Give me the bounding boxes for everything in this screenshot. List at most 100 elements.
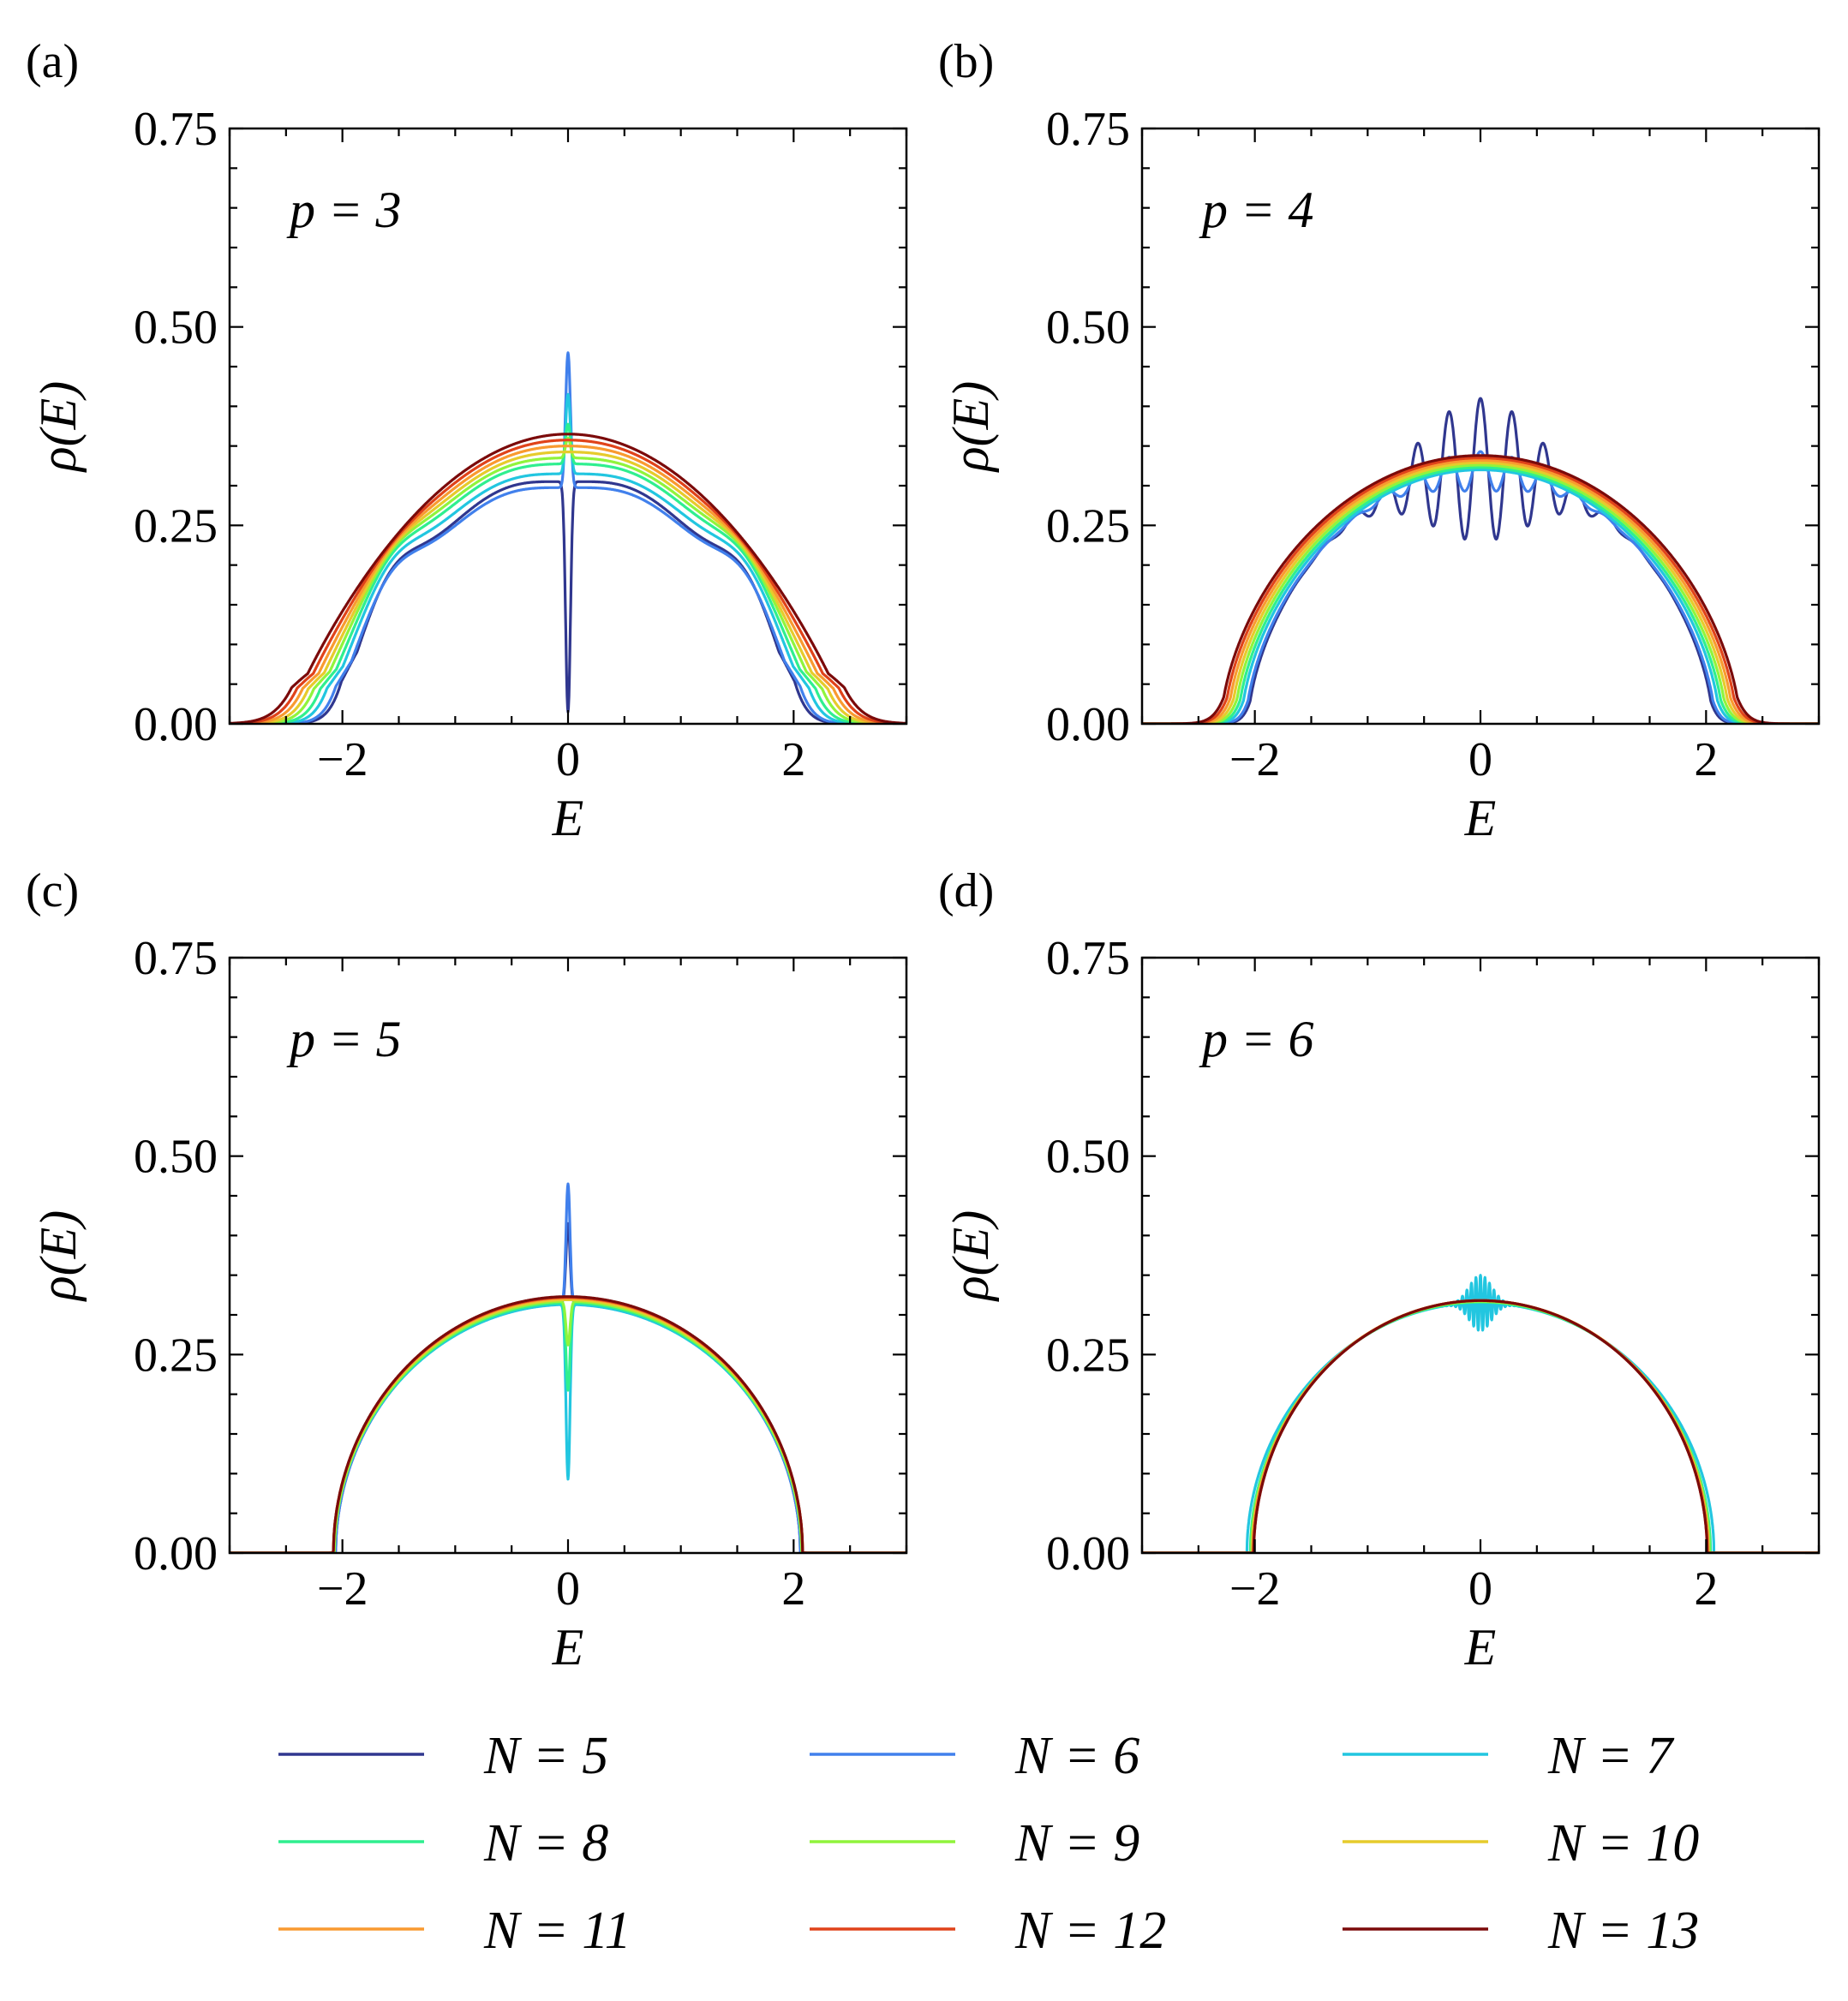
y-axis-label: ρ(E) xyxy=(942,381,999,473)
panel-annotation: p = 3 xyxy=(286,182,402,238)
series-line-n=11 xyxy=(1142,1299,1819,1553)
legend-item: N = 13 xyxy=(1343,1902,1699,1960)
panel-annotation: p = 4 xyxy=(1199,182,1314,238)
tick-marks xyxy=(1140,956,1821,1555)
legend-label: N = 10 xyxy=(1547,1814,1699,1873)
tick-marks xyxy=(228,956,908,1555)
series-line-n=10 xyxy=(1142,461,1819,724)
panel-label: (a) xyxy=(26,35,79,88)
series-line-n=12 xyxy=(1142,1299,1819,1553)
y-tick-label: 0.25 xyxy=(1046,1329,1130,1382)
y-tick-label: 0.00 xyxy=(1046,1527,1130,1580)
legend-label: N = 12 xyxy=(1014,1902,1166,1960)
series-line-n=6 xyxy=(1142,450,1819,724)
legend-item: N = 12 xyxy=(810,1902,1166,1960)
series-line-n=10 xyxy=(1142,1299,1819,1553)
series-line-n=5 xyxy=(1142,397,1819,724)
legend-label: N = 6 xyxy=(1014,1727,1139,1785)
x-tick-label: 2 xyxy=(781,1562,805,1616)
x-tick-label: −2 xyxy=(1229,1562,1281,1616)
series-line-n=10 xyxy=(230,450,906,724)
legend-item: N = 7 xyxy=(1343,1727,1675,1785)
series-line-n=7 xyxy=(230,392,906,724)
y-tick-label: 0.00 xyxy=(134,1527,218,1580)
x-tick-label: −2 xyxy=(1229,733,1281,786)
series-line-n=12 xyxy=(230,1295,906,1553)
panel-a: −2 0 2 0.00 0.25 0.50 0.75 Eρ(E) (a) p = 3 xyxy=(26,35,908,846)
x-axis-label: E xyxy=(552,1619,584,1675)
x-tick-label: 2 xyxy=(1694,1562,1718,1616)
series-lines xyxy=(1142,397,1819,724)
legend-item: N = 11 xyxy=(278,1902,631,1960)
panel-label: (d) xyxy=(938,864,994,917)
legend-label: N = 8 xyxy=(483,1814,608,1873)
legend-label: N = 13 xyxy=(1547,1902,1699,1960)
legend-label: N = 11 xyxy=(483,1902,631,1960)
series-line-n=6 xyxy=(230,351,906,724)
y-tick-label: 0.75 xyxy=(1046,932,1130,985)
y-tick-label: 0.25 xyxy=(134,499,218,553)
x-axis-label: E xyxy=(1464,1619,1497,1675)
y-tick-label: 0.50 xyxy=(134,1131,218,1184)
series-line-n=13 xyxy=(230,1295,906,1553)
legend-item: N = 10 xyxy=(1343,1814,1699,1873)
y-axis-label: ρ(E) xyxy=(942,1210,999,1302)
y-tick-label: 0.00 xyxy=(1046,698,1130,751)
series-line-n=8 xyxy=(1142,466,1819,724)
panel-d: −2 0 2 0.00 0.25 0.50 0.75 Eρ(E) (d) p = 6 xyxy=(938,864,1821,1675)
series-line-n=11 xyxy=(1142,458,1819,724)
legend-label: N = 5 xyxy=(483,1727,608,1785)
x-tick-label: −2 xyxy=(317,733,368,786)
y-tick-label: 0.50 xyxy=(134,302,218,355)
y-tick-label: 0.50 xyxy=(1046,302,1130,355)
panel-label: (c) xyxy=(26,864,79,917)
y-tick-label: 0.25 xyxy=(1046,499,1130,553)
series-line-n=9 xyxy=(1142,463,1819,724)
panel-c: −2 0 2 0.00 0.25 0.50 0.75 Eρ(E) (c) p = 5 xyxy=(26,864,908,1675)
y-tick-label: 0.00 xyxy=(134,698,218,751)
panel-b: −2 0 2 0.00 0.25 0.50 0.75 Eρ(E) (b) p = 4 xyxy=(938,35,1821,846)
panels: −2 0 2 0.00 0.25 0.50 0.75 Eρ(E) (a) p = 3 −2 0 2 0.0… xyxy=(26,35,1821,1675)
series-line-n=13 xyxy=(230,433,906,724)
legend-label: N = 7 xyxy=(1547,1727,1675,1785)
series-line-n=12 xyxy=(230,439,906,724)
series-line-n=7 xyxy=(1142,1274,1819,1553)
legend: N = 5 N = 6 N = 7 N = 8 N = 9 N = 10 N = 11 N =… xyxy=(278,1727,1699,1960)
y-tick-label: 0.25 xyxy=(134,1329,218,1382)
series-line-n=8 xyxy=(1142,1300,1819,1553)
y-tick-label: 0.75 xyxy=(134,932,218,985)
series-line-n=13 xyxy=(1142,1299,1819,1553)
y-tick-label: 0.75 xyxy=(134,103,218,156)
series-line-n=5 xyxy=(230,480,906,724)
x-tick-label: 0 xyxy=(1468,1562,1492,1616)
x-tick-label: −2 xyxy=(317,1562,368,1616)
tick-marks xyxy=(1140,127,1821,726)
series-lines xyxy=(230,351,906,724)
series-line-n=12 xyxy=(1142,456,1819,724)
x-tick-label: 0 xyxy=(1468,733,1492,786)
x-axis-label: E xyxy=(552,790,584,846)
y-tick-label: 0.50 xyxy=(1046,1131,1130,1184)
series-line-n=11 xyxy=(230,445,906,724)
panel-annotation: p = 6 xyxy=(1199,1011,1314,1067)
series-lines xyxy=(1142,1274,1819,1553)
panel-label: (b) xyxy=(938,35,994,88)
series-line-n=8 xyxy=(230,422,906,724)
y-axis-label: ρ(E) xyxy=(30,381,87,473)
legend-item: N = 9 xyxy=(810,1814,1139,1873)
x-tick-label: 0 xyxy=(556,733,580,786)
y-axis-label: ρ(E) xyxy=(30,1210,87,1302)
series-line-n=13 xyxy=(1142,454,1819,724)
legend-item: N = 6 xyxy=(810,1727,1139,1785)
x-tick-label: 0 xyxy=(556,1562,580,1616)
panel-annotation: p = 5 xyxy=(286,1011,402,1067)
x-axis-label: E xyxy=(1464,790,1497,846)
legend-label: N = 9 xyxy=(1014,1814,1139,1873)
tick-marks xyxy=(228,127,908,726)
series-lines xyxy=(230,1182,906,1553)
y-tick-label: 0.75 xyxy=(1046,103,1130,156)
x-tick-label: 2 xyxy=(1694,733,1718,786)
legend-item: N = 8 xyxy=(278,1814,608,1873)
series-line-n=9 xyxy=(230,1299,906,1553)
x-tick-label: 2 xyxy=(781,733,805,786)
